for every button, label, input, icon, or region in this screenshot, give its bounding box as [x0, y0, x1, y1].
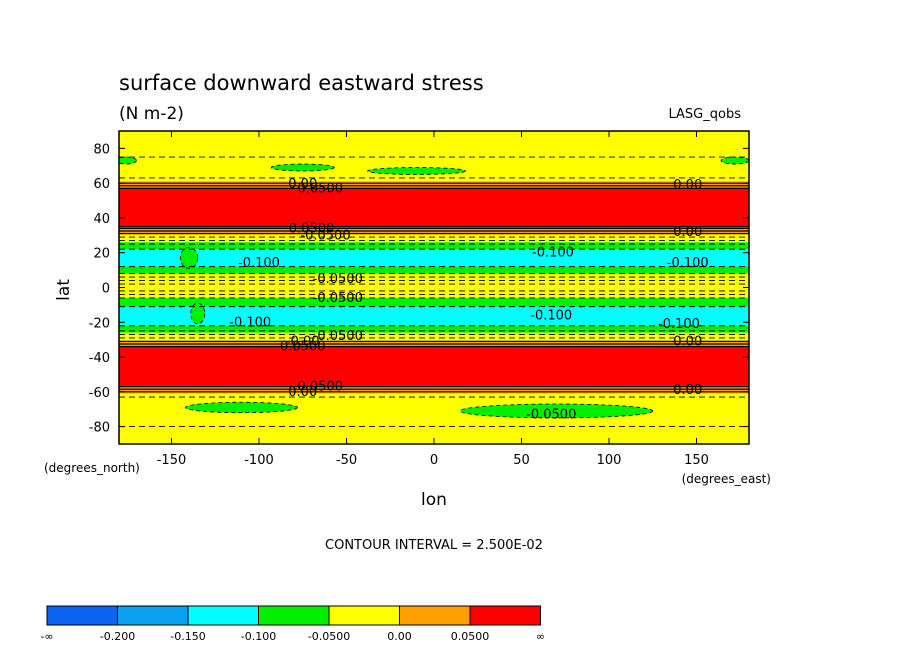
- contour-label-7: -0.100: [238, 256, 280, 271]
- shaded-patch-2: [119, 156, 137, 165]
- contour-label-5: 0.00: [673, 225, 702, 240]
- y-axis-label: lat: [54, 279, 74, 301]
- contour-interval-label: CONTOUR INTERVAL = 2.500E-02: [325, 538, 543, 553]
- y-units-label: (degrees_north): [44, 461, 140, 475]
- colorbar-label-0: -∞: [40, 630, 53, 643]
- x-axis-ticks: -150 -100 -50 0 50 100 150: [157, 131, 709, 468]
- y-tick-label-4: 0: [102, 282, 110, 297]
- shaded-band-7: [119, 266, 749, 274]
- colorbar-swatch-3: [258, 605, 330, 626]
- shaded-band-6: [119, 249, 749, 267]
- colorbar-label-4: -0.0500: [308, 630, 350, 643]
- x-units-label: (degrees_east): [682, 472, 771, 486]
- x-tick-label-0: -150: [157, 453, 187, 468]
- chart-units: (N m-2): [119, 104, 184, 124]
- shaded-patch-7: [190, 302, 206, 325]
- contour-label-8: -0.100: [667, 256, 709, 271]
- shaded-band-1: [119, 181, 749, 189]
- x-axis-label: lon: [421, 490, 447, 510]
- contour-label-11: -0.100: [229, 315, 271, 330]
- colorbar-swatch-4: [328, 605, 400, 626]
- contour-label-18: 0.0500: [298, 380, 344, 395]
- x-tick-label-2: -50: [336, 453, 357, 468]
- colorbar-label-6: 0.0500: [451, 630, 490, 643]
- contour-label-10: -0.0500: [313, 291, 363, 306]
- y-tick-label-1: 60: [93, 177, 110, 192]
- shaded-patch-3: [720, 156, 749, 165]
- x-tick-label-1: -100: [244, 453, 274, 468]
- contour-label-12: -0.100: [530, 308, 572, 323]
- colorbar-swatch-1: [117, 605, 189, 626]
- y-tick-label-0: 80: [93, 142, 110, 157]
- shaded-band-16: [119, 393, 749, 444]
- x-tick-label-3: 0: [430, 453, 438, 468]
- contour-label-14: -0.0500: [313, 329, 363, 344]
- contour-label-15: -0.00: [286, 334, 320, 349]
- colorbar-label-7: ∞: [536, 630, 545, 643]
- contour-label-21: -0.0500: [526, 407, 576, 422]
- shaded-band-3: [119, 226, 749, 234]
- contour-label-3: 0.0500: [289, 221, 335, 236]
- shaded-patch-4: [185, 401, 298, 414]
- shaded-patch-6: [179, 247, 199, 269]
- y-tick-label-2: 40: [93, 212, 110, 227]
- colorbar-label-2: -0.150: [170, 630, 205, 643]
- shaded-band-12: [119, 332, 749, 342]
- shaded-band-5: [119, 242, 749, 250]
- y-tick-label-6: -40: [89, 351, 110, 366]
- contour-label-2: 0.00: [673, 178, 702, 193]
- contour-label-19: 0.00: [288, 385, 317, 400]
- shaded-patch-5: [459, 403, 654, 419]
- colorbar-swatch-5: [399, 605, 471, 626]
- colorbar-label-1: -0.200: [100, 630, 135, 643]
- contour-label-13: -0.100: [658, 317, 700, 332]
- x-tick-label-5: 100: [597, 453, 622, 468]
- colorbar-swatch-0: [46, 605, 118, 626]
- contour-field: 0.000.0500 0.000.0500-0.0500 0.00-0.100-0.…: [119, 131, 749, 444]
- contour-label-6: -0.100: [532, 246, 574, 261]
- shaded-patch-0: [270, 163, 335, 172]
- contour-label-9: -0.0500: [313, 272, 363, 287]
- x-tick-label-4: 50: [513, 453, 530, 468]
- shaded-band-4: [119, 233, 749, 243]
- y-tick-label-3: 20: [93, 247, 110, 262]
- shaded-band-10: [119, 306, 749, 326]
- shaded-band-14: [119, 346, 749, 387]
- contour-label-16: 0.0500: [280, 340, 326, 355]
- colorbar-label-5: 0.00: [387, 630, 412, 643]
- y-tick-label-5: -20: [89, 316, 110, 331]
- y-tick-label-8: -80: [89, 421, 110, 436]
- colorbar-label-3: -0.100: [241, 630, 276, 643]
- contour-label-1: 0.0500: [298, 181, 344, 196]
- colorbar-swatch-6: [469, 605, 541, 626]
- shaded-band-2: [119, 188, 749, 227]
- contour-label-4: -0.0500: [300, 228, 350, 243]
- shaded-band-15: [119, 386, 749, 394]
- colorbar-swatch-2: [187, 605, 259, 626]
- contour-label-17: 0.00: [673, 334, 702, 349]
- colorbar: -∞ -0.200 -0.150 -0.100 -0.0500 0.00 0.0500 ∞: [40, 605, 545, 643]
- shaded-band-11: [119, 325, 749, 333]
- dataset-label: LASG_qobs: [669, 107, 742, 122]
- shaded-band-8: [119, 273, 749, 298]
- x-tick-label-6: 150: [684, 453, 709, 468]
- contour-label-0: 0.00: [288, 177, 317, 192]
- contour-label-20: 0.00: [673, 383, 702, 398]
- y-tick-label-7: -60: [89, 386, 110, 401]
- shaded-patch-1: [367, 167, 466, 175]
- chart-title: surface downward eastward stress: [119, 71, 484, 95]
- shaded-band-9: [119, 297, 749, 307]
- y-axis-ticks: 80 60 40 20 0 -20 -40 -60 -80: [89, 142, 749, 436]
